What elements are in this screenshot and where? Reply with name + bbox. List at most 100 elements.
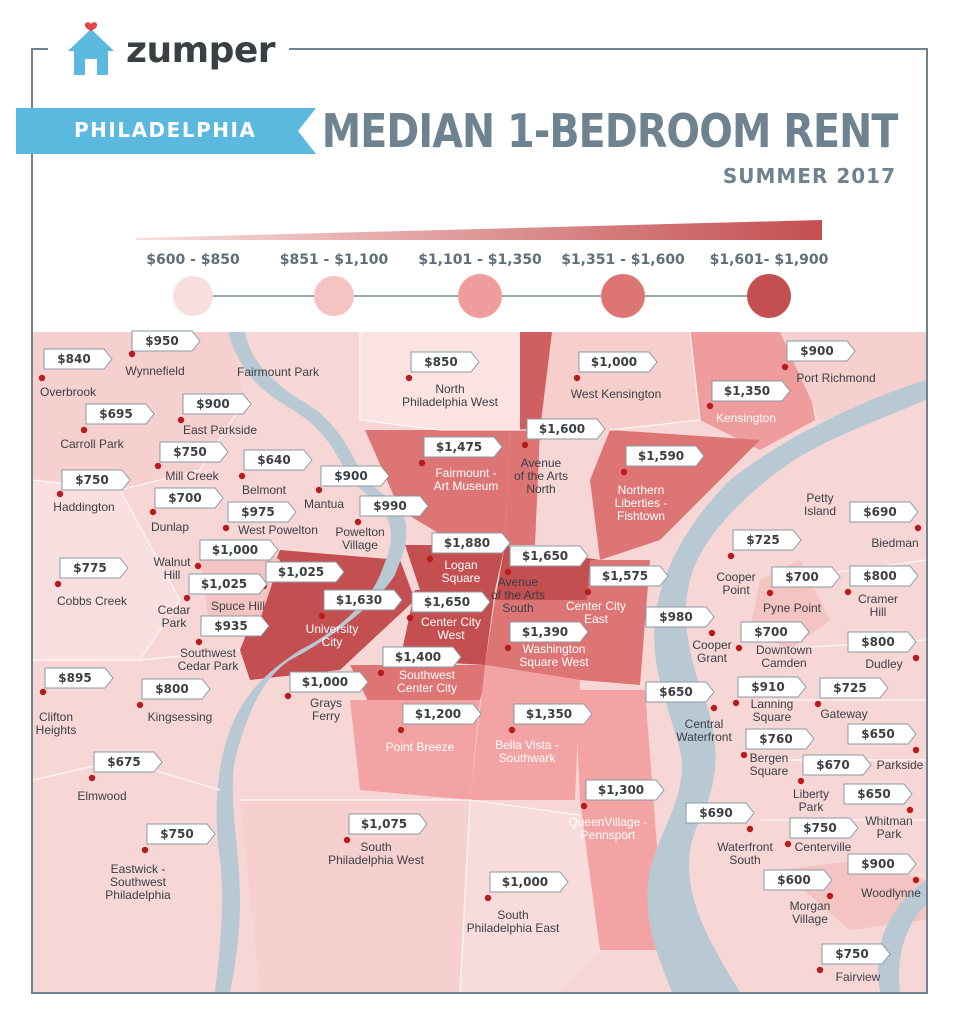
location-pin-icon bbox=[56, 490, 64, 498]
price-tag bbox=[348, 813, 428, 835]
price-label: $1,000 bbox=[502, 875, 548, 889]
location-pin-icon bbox=[766, 589, 774, 597]
price-label: $1,000 bbox=[591, 355, 637, 369]
location-pin-icon bbox=[906, 806, 914, 814]
neighborhood-name-line: Pennsport bbox=[581, 828, 636, 842]
neighborhood-name: Bella Vista -Southwark bbox=[495, 738, 559, 765]
price-tag bbox=[763, 869, 833, 891]
neighborhood-name: Waterfront South bbox=[717, 840, 773, 867]
price-label: $900 bbox=[196, 397, 229, 411]
neighborhood-name: Parkside bbox=[877, 758, 924, 772]
price-tag bbox=[847, 853, 917, 875]
location-pin-icon bbox=[141, 846, 149, 854]
price-tag bbox=[323, 589, 403, 611]
neighborhood-name-line: West bbox=[437, 628, 465, 642]
location-pin-icon bbox=[620, 468, 628, 476]
neighborhood-name-line: Fairview bbox=[836, 970, 881, 984]
price-label: $1,475 bbox=[436, 440, 482, 454]
price-label: $1,630 bbox=[336, 593, 382, 607]
price-label: $1,590 bbox=[638, 449, 684, 463]
neighborhood-cooper-point: $725 Cooper Point bbox=[716, 529, 802, 597]
neighborhood-name: Avenue of the Arts North bbox=[514, 456, 568, 496]
price-tag bbox=[625, 445, 705, 467]
neighborhood-name: South Philadelphia West bbox=[328, 840, 425, 867]
legend-range-3: $1,101 - $1,350 bbox=[418, 252, 542, 268]
neighborhood-name-line: Southwest bbox=[399, 668, 456, 682]
neighborhood-name-line: Heights bbox=[36, 723, 77, 737]
neighborhood-east-parkside: $900 East Parkside bbox=[177, 393, 257, 437]
location-pin-icon bbox=[406, 614, 414, 622]
location-pin-icon bbox=[573, 374, 581, 382]
price-tag bbox=[526, 418, 606, 440]
neighborhood-name-line: Square bbox=[750, 764, 789, 778]
region-west-kensington bbox=[540, 332, 700, 430]
location-pin-icon bbox=[508, 726, 516, 734]
neighborhood-name-line: University bbox=[306, 622, 359, 636]
price-label: $1,000 bbox=[302, 675, 348, 689]
price-label: $725 bbox=[746, 533, 779, 547]
price-tag bbox=[199, 539, 279, 561]
neighborhood-name-line: Grays bbox=[310, 696, 342, 710]
price-tag bbox=[847, 723, 917, 745]
location-pin-icon bbox=[504, 568, 512, 576]
location-pin-icon bbox=[354, 518, 362, 526]
legend-swatch-1 bbox=[173, 276, 213, 316]
price-label: $700 bbox=[754, 625, 787, 639]
neighborhood-name-line: Kingsessing bbox=[148, 710, 213, 724]
neighborhood-name-line: Cooper bbox=[716, 570, 755, 584]
legend-range-5: $1,601- $1,900 bbox=[709, 252, 829, 268]
location-pin-icon bbox=[797, 777, 805, 785]
neighborhood-name-line: Southwest bbox=[110, 875, 167, 889]
neighborhood-name-line: Southwest bbox=[180, 646, 237, 660]
poster-frame bbox=[31, 48, 928, 994]
location-pin-icon bbox=[504, 644, 512, 652]
neighborhood-name-line: Dudley bbox=[865, 657, 902, 671]
neighborhood-name: Petty Island bbox=[804, 491, 836, 518]
neighborhood-name-line: Elmwood bbox=[77, 789, 126, 803]
location-pin-icon bbox=[844, 588, 852, 596]
price-label: $800 bbox=[861, 635, 894, 649]
neighborhood-name: Center City West bbox=[421, 615, 481, 642]
neighborhood-name-line: Logan bbox=[444, 558, 477, 572]
neighborhood-name-line: Cedar bbox=[158, 603, 191, 617]
neighborhood-powelton-village: $990 Powelton Village bbox=[335, 495, 429, 552]
neighborhood-name-line: Hill bbox=[870, 605, 887, 619]
neighborhood-name-line: Art Museum bbox=[434, 479, 499, 493]
neighborhood-name-line: Clifton bbox=[39, 710, 73, 724]
location-pin-icon bbox=[814, 700, 822, 708]
neighborhood-name-line: Downtown bbox=[756, 643, 812, 657]
neighborhood-name-line: Northern bbox=[618, 483, 665, 497]
neighborhood-name: Gateway bbox=[820, 707, 867, 721]
location-pin-icon bbox=[195, 638, 203, 646]
schuylkill-river bbox=[215, 332, 407, 992]
neighborhood-name-line: Wynnefield bbox=[125, 364, 184, 378]
location-pin-icon bbox=[183, 594, 191, 602]
neighborhood-name-line: of the Arts bbox=[514, 469, 568, 483]
legend-swatch-5 bbox=[747, 274, 791, 318]
neighborhood-belmont: $640 Belmont bbox=[238, 449, 313, 497]
location-pin-icon bbox=[781, 363, 789, 371]
price-tag bbox=[200, 615, 270, 637]
neighborhood-name: Clifton Heights bbox=[36, 710, 77, 737]
location-pin-icon bbox=[418, 459, 426, 467]
price-tag bbox=[847, 631, 917, 653]
price-label: $1,400 bbox=[395, 650, 441, 664]
location-pin-icon bbox=[154, 462, 162, 470]
price-tag bbox=[737, 676, 807, 698]
neighborhood-avenue-arts-south: $1,650 Avenue of the Arts South bbox=[491, 545, 589, 615]
neighborhood-waterfront-south: $690 Waterfront South bbox=[685, 802, 773, 867]
neighborhood-fairview: $750 Fairview bbox=[816, 943, 891, 984]
neighborhood-port-richmond: $900 Port Richmond bbox=[781, 340, 876, 385]
neighborhood-name: East Parkside bbox=[183, 423, 257, 437]
location-pin-icon bbox=[912, 654, 920, 662]
neighborhood-name-line: Village bbox=[342, 538, 378, 552]
region-queen-village bbox=[575, 690, 665, 950]
neighborhood-name: Mantua bbox=[304, 497, 344, 511]
neighborhood-name-line: North bbox=[435, 382, 464, 396]
price-tag bbox=[411, 591, 491, 613]
neighborhood-kensington: $1,350 Kensington bbox=[706, 380, 791, 425]
price-label: $935 bbox=[214, 619, 247, 633]
neighborhood-name: Dudley bbox=[865, 657, 902, 671]
neighborhood-name: Morgan Village bbox=[790, 899, 831, 926]
price-label: $950 bbox=[145, 334, 178, 348]
